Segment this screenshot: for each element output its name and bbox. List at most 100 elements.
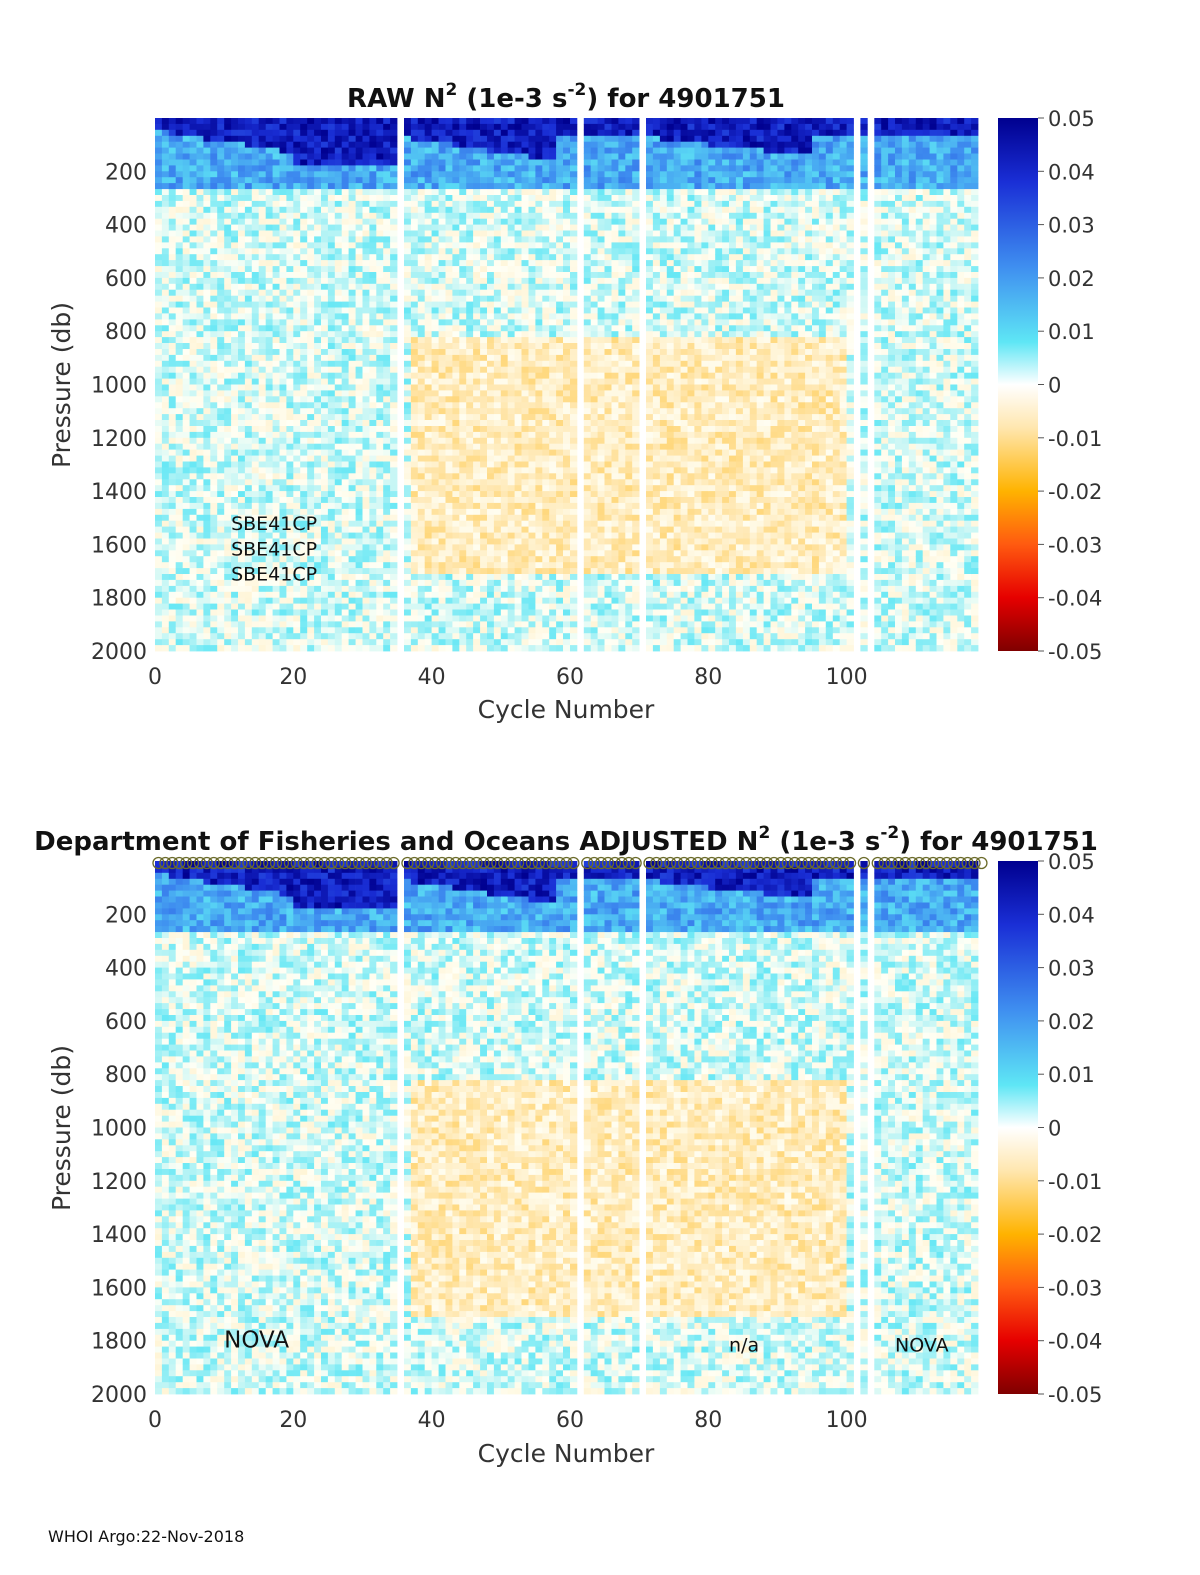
heatmap-cell <box>321 443 329 450</box>
heatmap-cell <box>300 129 308 137</box>
heatmap-cell <box>168 349 177 356</box>
heatmap-cell <box>307 189 315 196</box>
heatmap-cell <box>493 449 502 456</box>
heatmap-cell <box>417 485 426 492</box>
heatmap-cell <box>300 485 308 492</box>
heatmap-cell <box>445 502 453 510</box>
heatmap-cell <box>327 639 336 646</box>
heatmap-cell <box>480 295 488 302</box>
heatmap-cell <box>521 260 529 267</box>
heatmap-cell <box>507 349 515 356</box>
heatmap-cell <box>244 532 253 539</box>
heatmap-cell <box>369 242 377 249</box>
heatmap-cell <box>189 402 197 409</box>
heatmap-cell <box>514 200 522 208</box>
heatmap-cell <box>473 538 481 545</box>
heatmap-cell <box>410 615 419 622</box>
heatmap-cell <box>480 550 488 557</box>
heatmap-cell <box>473 248 481 255</box>
heatmap-cell <box>480 277 488 285</box>
heatmap-cell <box>500 621 509 628</box>
heatmap-cell <box>431 443 439 450</box>
heatmap-cell <box>493 123 502 131</box>
heatmap-cell <box>410 135 419 143</box>
heatmap-cell <box>334 585 343 593</box>
heatmap-cell <box>417 431 426 439</box>
heatmap-cell <box>514 313 522 320</box>
heatmap-cell <box>293 289 301 296</box>
heatmap-cell <box>244 141 253 148</box>
heatmap-cell <box>279 129 287 137</box>
heatmap-cell <box>251 189 260 196</box>
heatmap-cell <box>445 236 453 243</box>
heatmap-cell <box>390 307 398 314</box>
heatmap-cell <box>175 313 183 320</box>
heatmap-cell <box>390 467 398 474</box>
heatmap-cell <box>279 384 287 391</box>
heatmap-cell <box>327 343 336 350</box>
heatmap-cell <box>514 266 522 273</box>
heatmap-cell <box>473 147 481 154</box>
heatmap-cell <box>438 378 446 385</box>
heatmap-cell <box>341 266 349 273</box>
heatmap-cell <box>390 349 398 356</box>
heatmap-cell <box>334 574 343 581</box>
heatmap-cell <box>473 301 481 308</box>
heatmap-cell <box>327 129 336 137</box>
heatmap-cell <box>210 449 218 456</box>
heatmap-cell <box>424 591 432 599</box>
heatmap-cell <box>307 514 315 522</box>
heatmap-cell <box>376 426 384 433</box>
heatmap-cell <box>473 236 481 243</box>
heatmap-cell <box>307 473 315 480</box>
heatmap-cell <box>528 414 536 421</box>
heatmap-cell <box>480 455 488 462</box>
heatmap-cell <box>341 242 349 249</box>
heatmap-cell <box>203 123 211 131</box>
heatmap-cell <box>182 218 190 225</box>
heatmap-cell <box>203 277 211 285</box>
heatmap-cell <box>480 189 488 196</box>
heatmap-cell <box>161 307 170 314</box>
heatmap-cell <box>155 639 163 646</box>
heatmap-cell <box>203 307 211 314</box>
heatmap-cell <box>196 556 204 563</box>
heatmap-cell <box>466 248 474 255</box>
heatmap-cell <box>272 455 280 462</box>
heatmap-cell <box>355 603 363 610</box>
heatmap-cell <box>452 153 460 160</box>
heatmap-cell <box>431 621 439 628</box>
heatmap-cell <box>459 372 467 379</box>
heatmap-cell <box>251 366 260 373</box>
heatmap-cell <box>473 556 481 563</box>
heatmap-cell <box>286 508 294 516</box>
heatmap-cell <box>376 289 384 296</box>
heatmap-cell <box>466 467 474 474</box>
heatmap-cell <box>203 200 211 208</box>
heatmap-cell <box>327 579 336 587</box>
heatmap-cell <box>293 266 301 273</box>
heatmap-cell <box>535 189 543 196</box>
heatmap-cell <box>528 295 536 302</box>
heatmap-cell <box>348 248 356 255</box>
heatmap-cell <box>238 502 246 510</box>
heatmap-cell <box>438 147 446 154</box>
heatmap-cell <box>431 497 439 504</box>
heatmap-cell <box>528 195 536 202</box>
heatmap-cell <box>542 153 550 160</box>
heatmap-cell <box>438 218 446 225</box>
heatmap-cell <box>210 556 218 563</box>
heatmap-cell <box>189 479 197 486</box>
heatmap-cell <box>404 550 412 557</box>
heatmap-cell <box>376 147 384 154</box>
heatmap-cell <box>224 532 232 539</box>
heatmap-cell <box>521 123 529 131</box>
heatmap-cell <box>155 550 163 557</box>
heatmap-cell <box>251 206 260 214</box>
heatmap-cell <box>175 165 183 172</box>
heatmap-cell <box>217 585 225 593</box>
heatmap-cell <box>466 337 474 344</box>
heatmap-cell <box>487 562 495 569</box>
heatmap-cell <box>286 129 294 137</box>
heatmap-cell <box>182 242 190 249</box>
